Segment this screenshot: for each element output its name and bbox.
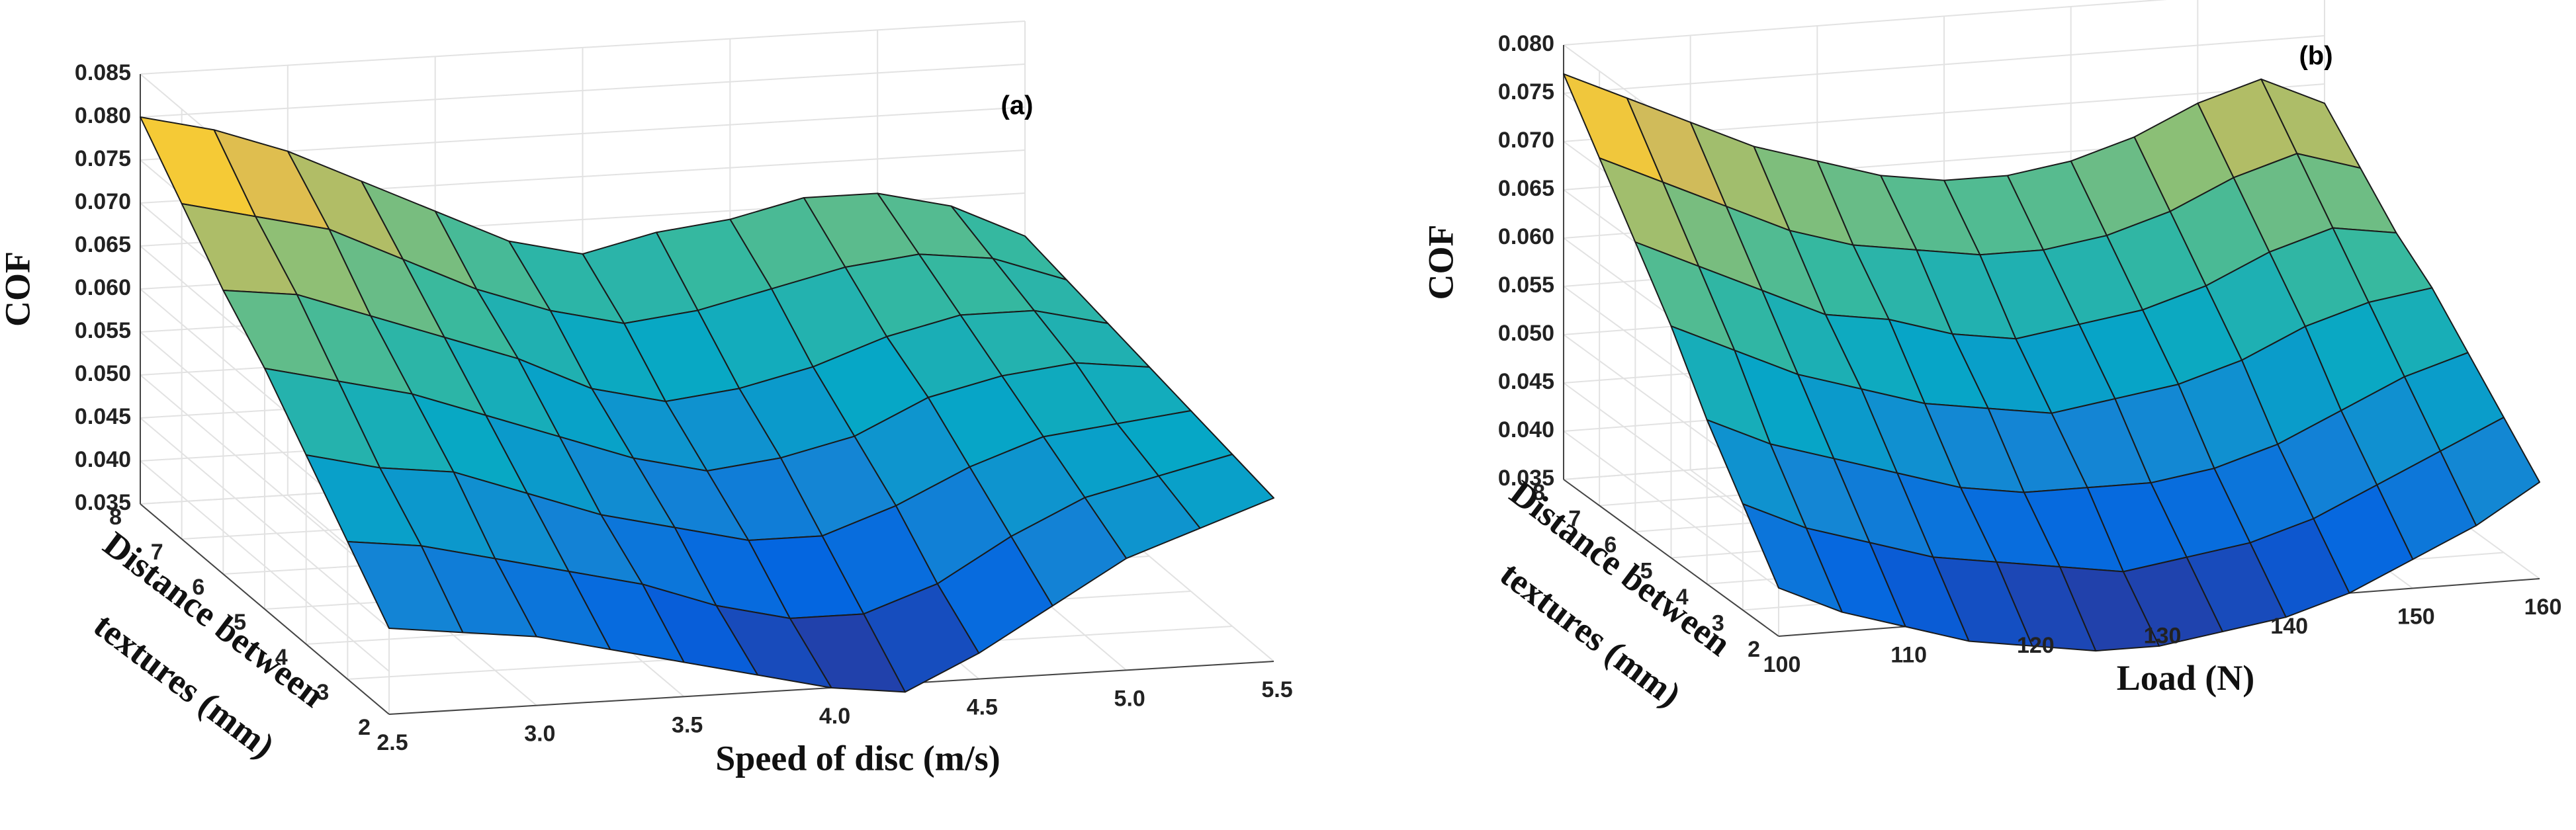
y-tick-label: 2 [358, 715, 371, 740]
z-tick-label: 0.050 [75, 361, 131, 386]
x-tick-label: 160 [2524, 595, 2562, 620]
z-axis-label: COF [1421, 225, 1460, 300]
z-tick-label: 0.085 [75, 60, 131, 85]
y-tick-label: 4 [275, 645, 288, 670]
z-tick-label: 0.060 [1498, 224, 1554, 249]
x-tick-label: 5.5 [1261, 677, 1292, 702]
z-tick-label: 0.065 [1498, 176, 1554, 201]
grid-line [1563, 382, 1779, 540]
y-tick-label: 6 [192, 575, 204, 600]
y-tick-label: 3 [316, 680, 329, 705]
z-axis-label: COF [0, 251, 37, 327]
surface-patch [347, 541, 464, 634]
z-tick-label: 0.075 [75, 146, 131, 171]
grid-line [140, 374, 390, 586]
y-tick-label: 8 [1532, 480, 1545, 505]
grid-line [140, 460, 390, 672]
grid-line [1563, 35, 2325, 94]
grid-line [140, 63, 1026, 118]
y-tick-label: 6 [1604, 532, 1617, 558]
x-tick-label: 150 [2397, 604, 2435, 629]
axis-edge [1563, 479, 1779, 637]
x-tick-label: 130 [2144, 623, 2182, 648]
y-tick-label: 4 [1676, 585, 1689, 610]
grid-line [140, 21, 1026, 75]
surface-patch [1742, 503, 1843, 613]
y-tick-label: 7 [151, 540, 163, 565]
x-axis-label: Load (N) [2117, 658, 2255, 698]
grid-line [1563, 0, 2168, 46]
x-tick-label: 3.5 [672, 712, 703, 737]
x-tick-label: 4.0 [819, 704, 850, 729]
z-tick-label: 0.045 [1498, 369, 1554, 394]
z-tick-label: 0.035 [75, 490, 131, 515]
z-tick-label: 0.070 [75, 189, 131, 214]
z-tick-label: 0.035 [1498, 466, 1554, 491]
grid-line [1563, 431, 1779, 589]
z-tick-label: 0.060 [75, 275, 131, 300]
z-tick-label: 0.080 [75, 103, 131, 128]
y-tick-label: 7 [1568, 506, 1581, 531]
x-tick-label: 110 [1890, 642, 1927, 667]
y-tick-label: 2 [1748, 637, 1760, 662]
x-tick-label: 100 [1763, 652, 1801, 677]
z-tick-label: 0.055 [75, 318, 131, 343]
x-tick-label: 2.5 [377, 730, 408, 755]
x-tick-label: 5.0 [1114, 686, 1145, 711]
grid-line [140, 417, 390, 629]
z-tick-label: 0.055 [1498, 272, 1554, 298]
axis-edge [140, 503, 390, 715]
z-tick-label: 0.070 [1498, 128, 1554, 153]
z-tick-label: 0.065 [75, 232, 131, 257]
x-axis-label: Speed of disc (m/s) [715, 738, 1000, 778]
y-tick-label: 5 [234, 610, 246, 635]
z-tick-label: 0.040 [1498, 417, 1554, 442]
y-tick-label: 3 [1712, 610, 1724, 636]
x-tick-label: 140 [2270, 614, 2308, 639]
z-tick-label: 0.045 [75, 404, 131, 429]
surface-chart: 2.5 3.0 3.5 4.0 4.5 5.0 5.5 2 3 4 5 6 7 80.035 0.040 0.… [0, 21, 1293, 778]
x-tick-label: 4.5 [967, 695, 998, 720]
z-tick-label: 0.080 [1498, 31, 1554, 56]
y-tick-label: 8 [109, 505, 122, 530]
panel-label: (b) [2299, 42, 2332, 71]
panel-label: (a) [1001, 91, 1034, 120]
z-tick-label: 0.050 [1498, 321, 1554, 346]
x-tick-label: 3.0 [524, 722, 555, 747]
y-tick-label: 5 [1640, 558, 1653, 583]
x-tick-label: 120 [2017, 633, 2055, 658]
z-tick-label: 0.040 [75, 447, 131, 472]
z-tick-label: 0.075 [1498, 79, 1554, 104]
